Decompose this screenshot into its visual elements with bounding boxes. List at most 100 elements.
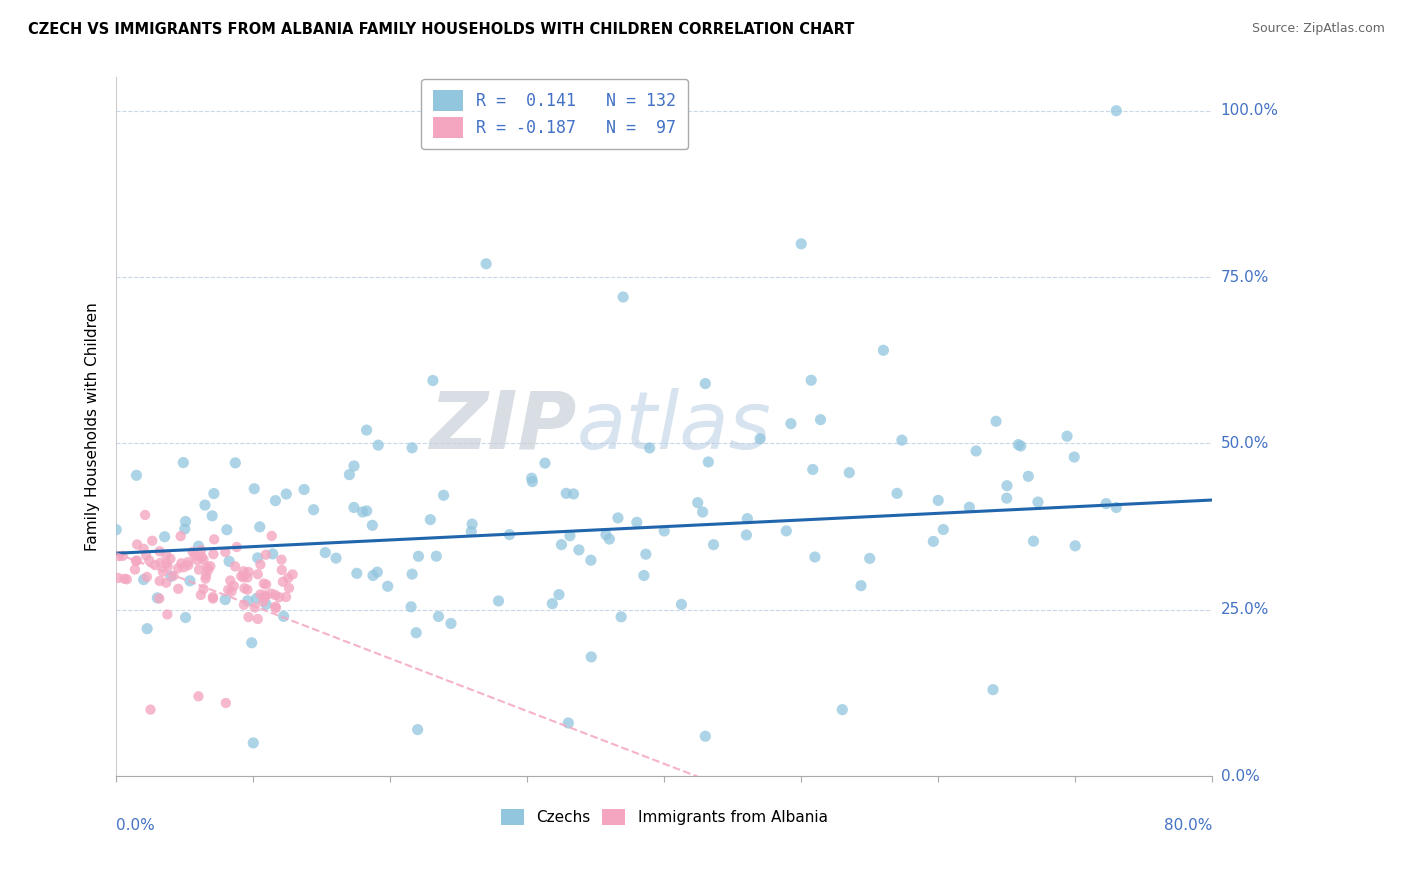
Point xyxy=(562,487,585,501)
Point xyxy=(155,548,177,562)
Point xyxy=(238,610,260,624)
Point xyxy=(155,556,177,570)
Point xyxy=(1017,469,1039,483)
Text: Source: ZipAtlas.com: Source: ZipAtlas.com xyxy=(1251,22,1385,36)
Point xyxy=(399,599,422,614)
Y-axis label: Family Households with Children: Family Households with Children xyxy=(86,302,100,551)
Point xyxy=(156,559,179,574)
Text: atlas: atlas xyxy=(576,388,772,466)
Point xyxy=(995,479,1018,493)
Point xyxy=(172,456,194,470)
Point xyxy=(173,522,195,536)
Text: 0.0%: 0.0% xyxy=(1220,769,1260,784)
Point xyxy=(264,493,287,508)
Point xyxy=(219,574,242,588)
Point xyxy=(557,715,579,730)
Point xyxy=(233,582,256,596)
Point xyxy=(367,438,389,452)
Point xyxy=(236,570,259,584)
Text: 25.0%: 25.0% xyxy=(1220,602,1268,617)
Point xyxy=(214,545,236,559)
Point xyxy=(193,582,215,596)
Point xyxy=(558,529,581,543)
Point xyxy=(254,590,277,604)
Point xyxy=(191,549,214,564)
Text: CZECH VS IMMIGRANTS FROM ALBANIA FAMILY HOUSEHOLDS WITH CHILDREN CORRELATION CHA: CZECH VS IMMIGRANTS FROM ALBANIA FAMILY … xyxy=(28,22,855,37)
Point xyxy=(134,508,156,522)
Point xyxy=(278,581,301,595)
Point xyxy=(236,582,259,597)
Point xyxy=(156,607,179,622)
Point xyxy=(254,577,277,591)
Point xyxy=(232,570,254,584)
Point xyxy=(146,591,169,605)
Point xyxy=(221,584,243,599)
Point xyxy=(1064,539,1087,553)
Point xyxy=(270,552,292,566)
Point xyxy=(167,582,190,596)
Point xyxy=(775,524,797,538)
Point xyxy=(735,528,758,542)
Point xyxy=(401,441,423,455)
Point xyxy=(125,554,148,568)
Point xyxy=(232,564,254,578)
Point xyxy=(200,559,222,574)
Point xyxy=(276,487,298,501)
Point xyxy=(356,504,378,518)
Point xyxy=(217,582,239,597)
Point xyxy=(193,552,215,566)
Point xyxy=(271,574,294,589)
Point xyxy=(555,486,578,500)
Point xyxy=(352,505,374,519)
Point xyxy=(190,588,212,602)
Point xyxy=(264,601,287,615)
Text: 75.0%: 75.0% xyxy=(1220,269,1268,285)
Point xyxy=(125,537,148,551)
Point xyxy=(135,548,157,562)
Point xyxy=(246,591,269,606)
Point xyxy=(170,556,193,570)
Point xyxy=(177,555,200,569)
Point xyxy=(598,532,620,546)
Point xyxy=(152,565,174,579)
Point xyxy=(1056,429,1078,443)
Point xyxy=(159,551,181,566)
Point xyxy=(274,590,297,604)
Point xyxy=(406,723,429,737)
Point xyxy=(541,597,564,611)
Point xyxy=(179,574,201,588)
Point xyxy=(568,543,591,558)
Point xyxy=(202,547,225,561)
Point xyxy=(432,488,454,502)
Point xyxy=(174,610,197,624)
Point xyxy=(405,625,427,640)
Point xyxy=(1105,103,1128,118)
Point xyxy=(249,587,271,601)
Point xyxy=(243,600,266,615)
Point xyxy=(595,528,617,542)
Point xyxy=(242,736,264,750)
Text: 50.0%: 50.0% xyxy=(1220,436,1268,451)
Point xyxy=(160,569,183,583)
Point xyxy=(105,523,128,537)
Point xyxy=(233,598,256,612)
Point xyxy=(215,696,238,710)
Point xyxy=(262,547,284,561)
Point xyxy=(243,482,266,496)
Point xyxy=(201,508,224,523)
Point xyxy=(1010,439,1032,453)
Point xyxy=(252,595,274,609)
Point xyxy=(302,502,325,516)
Point xyxy=(277,571,299,585)
Point xyxy=(195,568,218,582)
Point xyxy=(520,471,543,485)
Point xyxy=(427,609,450,624)
Point xyxy=(425,549,447,564)
Point xyxy=(214,592,236,607)
Point xyxy=(143,558,166,573)
Text: 100.0%: 100.0% xyxy=(1220,103,1278,119)
Point xyxy=(702,538,724,552)
Point xyxy=(984,414,1007,428)
Point xyxy=(111,549,134,563)
Point xyxy=(1026,495,1049,509)
